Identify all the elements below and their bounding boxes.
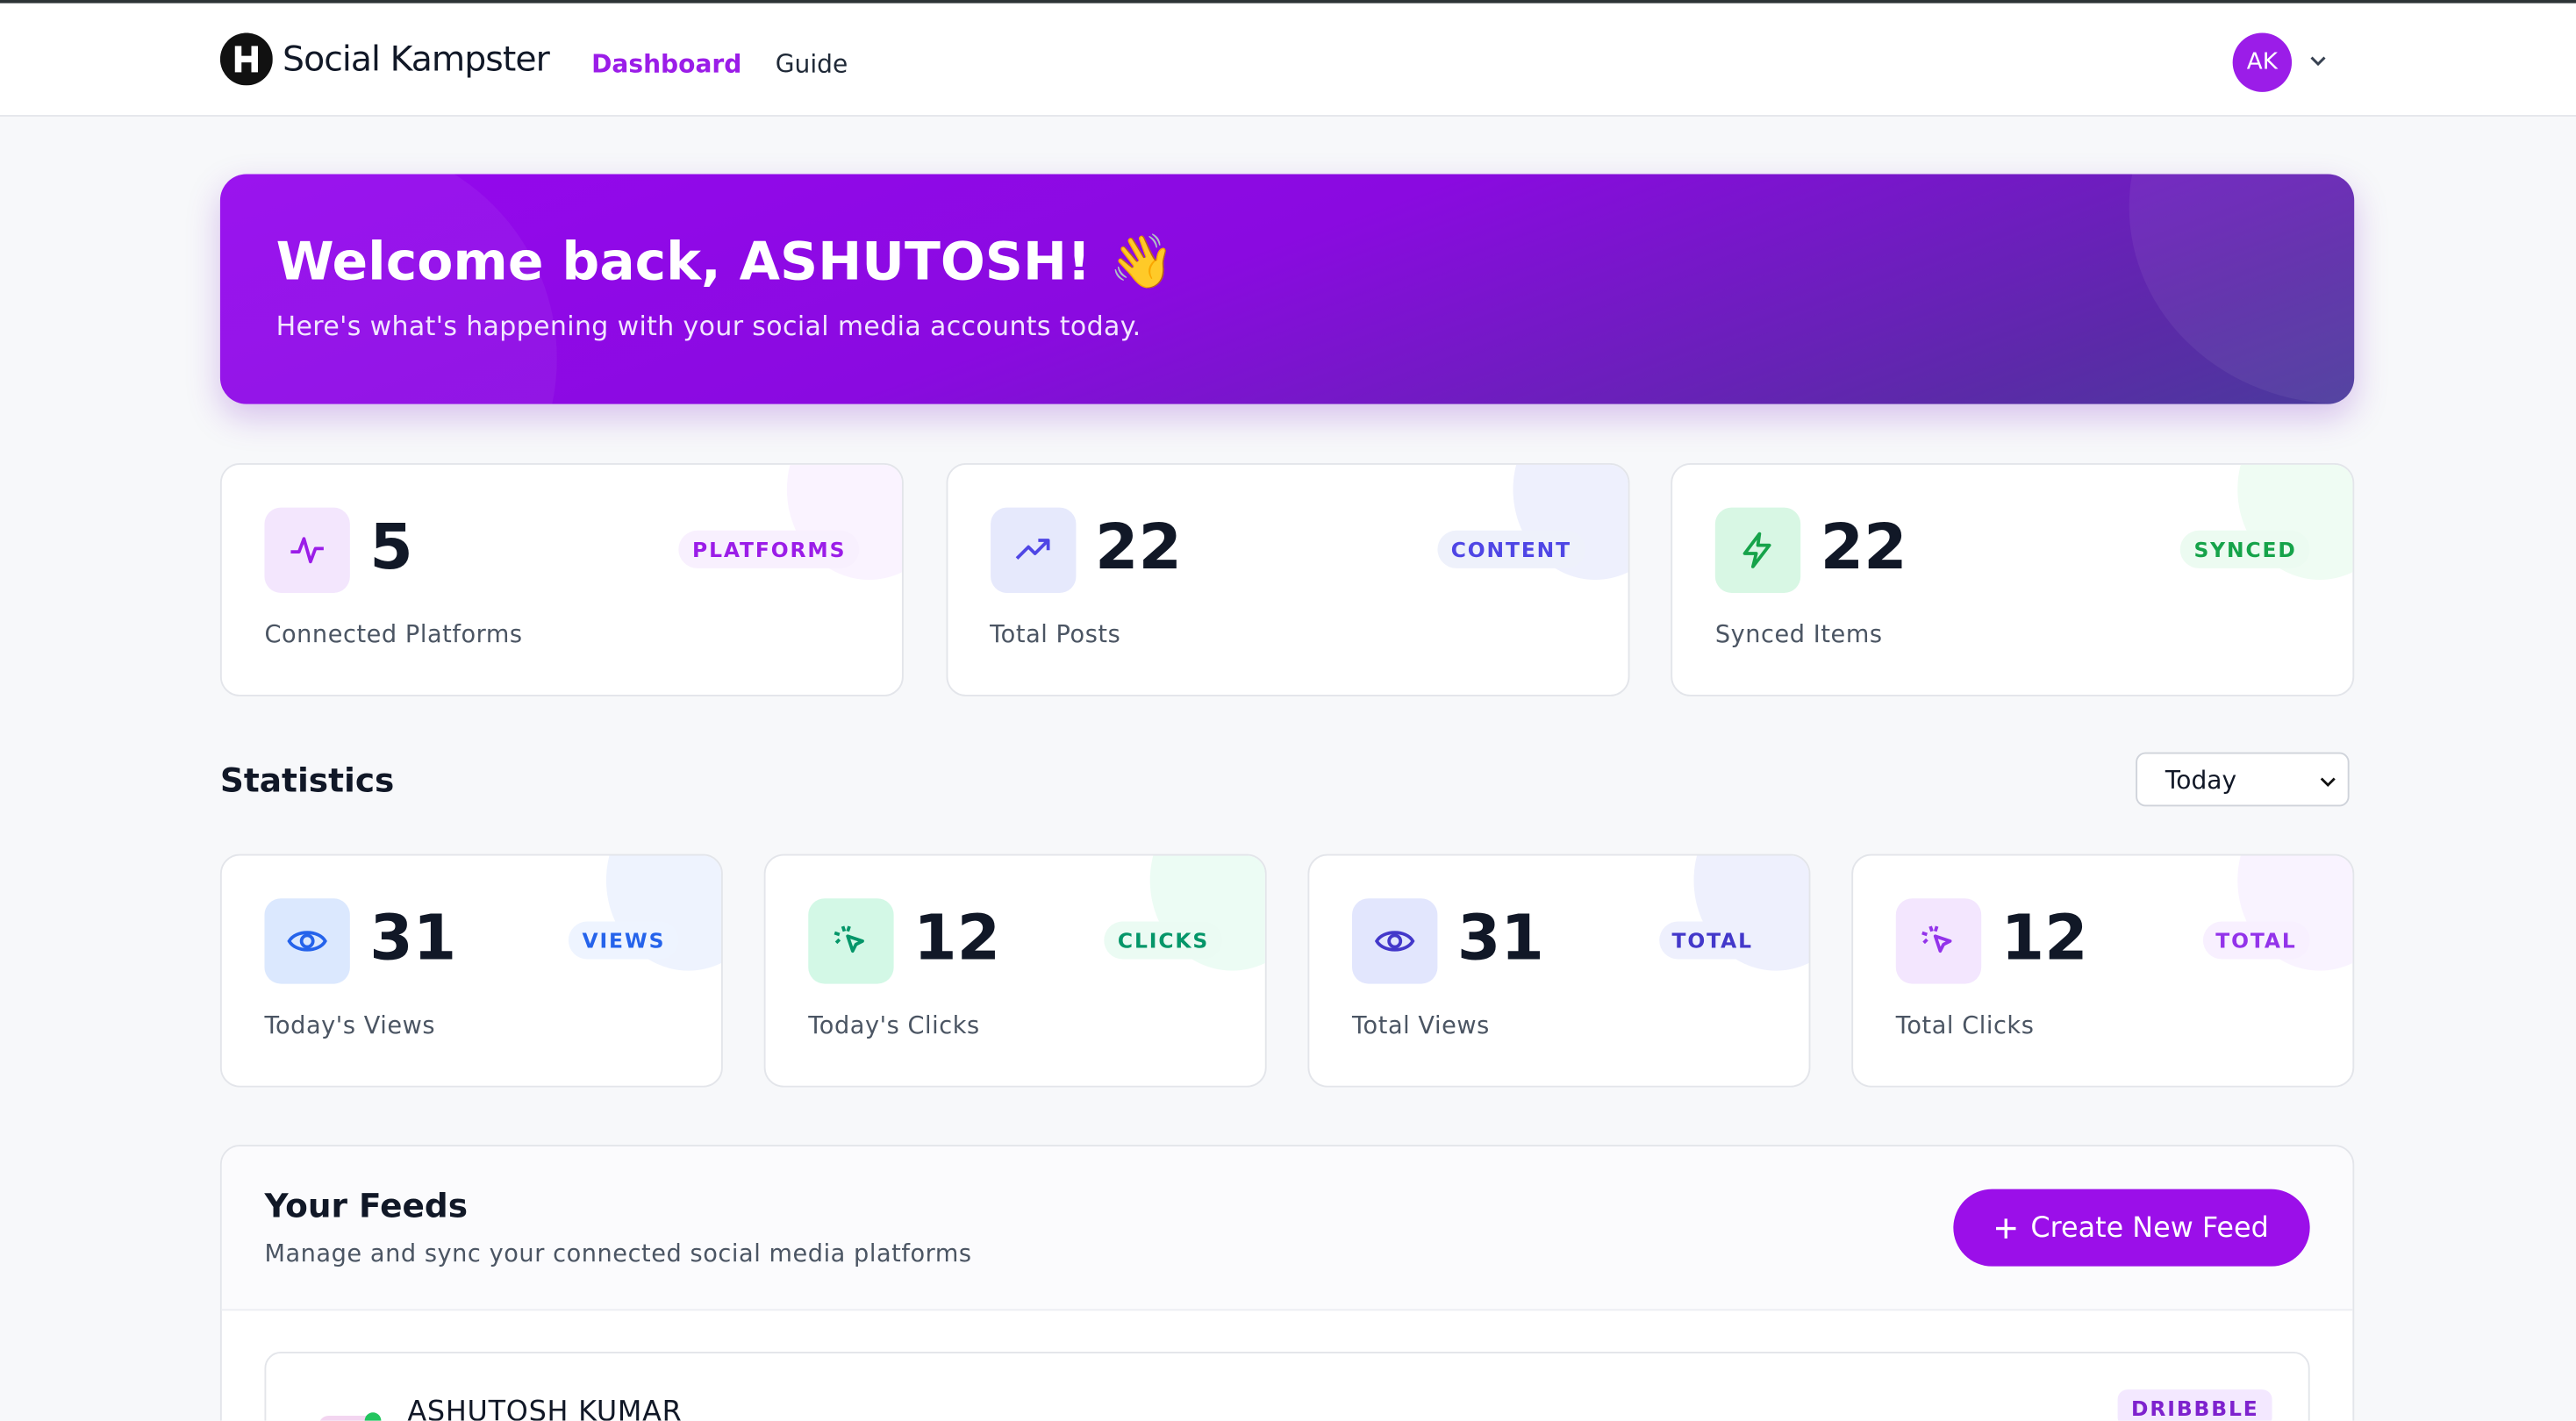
logo-icon [219,32,273,86]
navbar: Social Kampster Dashboard Guide AK [0,3,2576,117]
stat-card: 12 CLICKS Today's Clicks [763,853,1267,1088]
card-icon [287,931,327,952]
nav-link[interactable]: Dashboard [591,49,742,79]
stat-value: 12 [2000,901,2088,975]
card-icon [1742,532,1771,568]
icon-box [264,898,350,984]
platform-badge: DRIBBBLE [2118,1389,2272,1421]
icon-box [1714,507,1801,593]
stat-badge: TOTAL [1658,921,1766,960]
nav-link[interactable]: Guide [775,49,848,79]
decor [219,174,557,404]
stat-label: Total Clicks [1895,1013,2035,1040]
avatar[interactable]: AK [2232,32,2293,92]
window-edge [0,0,2576,4]
card-icon [834,925,864,953]
stat-card: 31 TOTAL Total Views [1307,853,1811,1088]
status-dot [364,1412,382,1421]
select-value: Today [2165,764,2237,795]
welcome-banner: Welcome back, ASHUTOSH! 👋 Here's what's … [219,174,2355,404]
stat-label: Total Views [1352,1013,1490,1040]
button-label: Create New Feed [2030,1210,2269,1245]
logo[interactable]: Social Kampster [219,32,550,86]
stat-value: 22 [1094,511,1183,583]
feed-avatar [318,1416,378,1421]
stat-value: 22 [1820,511,1907,583]
section-title: Statistics [219,760,395,800]
stat-badge: VIEWS [569,921,679,960]
stat-value: 5 [369,511,413,583]
stat-card: 31 VIEWS Today's Views [219,853,723,1088]
stat-value: 31 [369,901,457,975]
stat-label: Today's Views [264,1013,436,1040]
icon-box [1895,898,1982,984]
stat-card: 22 SYNCED Synced Items [1671,463,2355,696]
chevron[interactable] [2307,49,2329,72]
stat-card: 22 CONTENT Total Posts [945,463,1629,696]
card-icon [1014,539,1049,560]
period-select[interactable]: Today [2136,752,2350,807]
create-feed-button[interactable]: Create New Feed [1953,1189,2310,1267]
card-icon [290,537,324,564]
plus-icon [1996,1217,2016,1238]
decor [2129,174,2355,404]
welcome-title: Welcome back, ASHUTOSH! 👋 [275,230,1175,293]
stat-value: 12 [913,901,1001,975]
feed-item[interactable]: ASHUTOSH KUMAR DRIBBBLE [264,1352,2310,1421]
stat-label: Total Posts [990,622,1121,649]
icon-box [1352,898,1438,984]
feeds-panel: Your Feeds Manage and sync your connecte… [219,1145,2355,1421]
stat-value: 31 [1456,901,1544,975]
feeds-header: Your Feeds Manage and sync your connecte… [221,1146,2353,1311]
logo-text: Social Kampster [283,39,550,79]
icon-box [808,898,894,984]
stat-badge: TOTAL [2202,921,2310,960]
stat-card: 5 PLATFORMS Connected Platforms [219,463,904,696]
card-icon [1921,925,1952,953]
icon-box [264,507,350,593]
stat-badge: CONTENT [1437,530,1585,568]
feeds-title: Your Feeds [264,1185,469,1225]
stat-badge: CLICKS [1104,921,1223,960]
stat-card: 12 TOTAL Total Clicks [1851,853,2355,1088]
icon-box [990,507,1076,593]
stat-label: Today's Clicks [808,1013,980,1040]
stat-label: Synced Items [1714,622,1883,649]
feeds-subtitle: Manage and sync your connected social me… [264,1241,972,1268]
feed-name: ASHUTOSH KUMAR [407,1396,683,1421]
stat-badge: PLATFORMS [679,530,860,568]
stat-badge: SYNCED [2180,530,2310,568]
welcome-subtitle: Here's what's happening with your social… [275,310,1141,342]
card-icon [1374,931,1415,952]
stat-label: Connected Platforms [264,622,523,649]
select-arrow [2320,777,2336,788]
